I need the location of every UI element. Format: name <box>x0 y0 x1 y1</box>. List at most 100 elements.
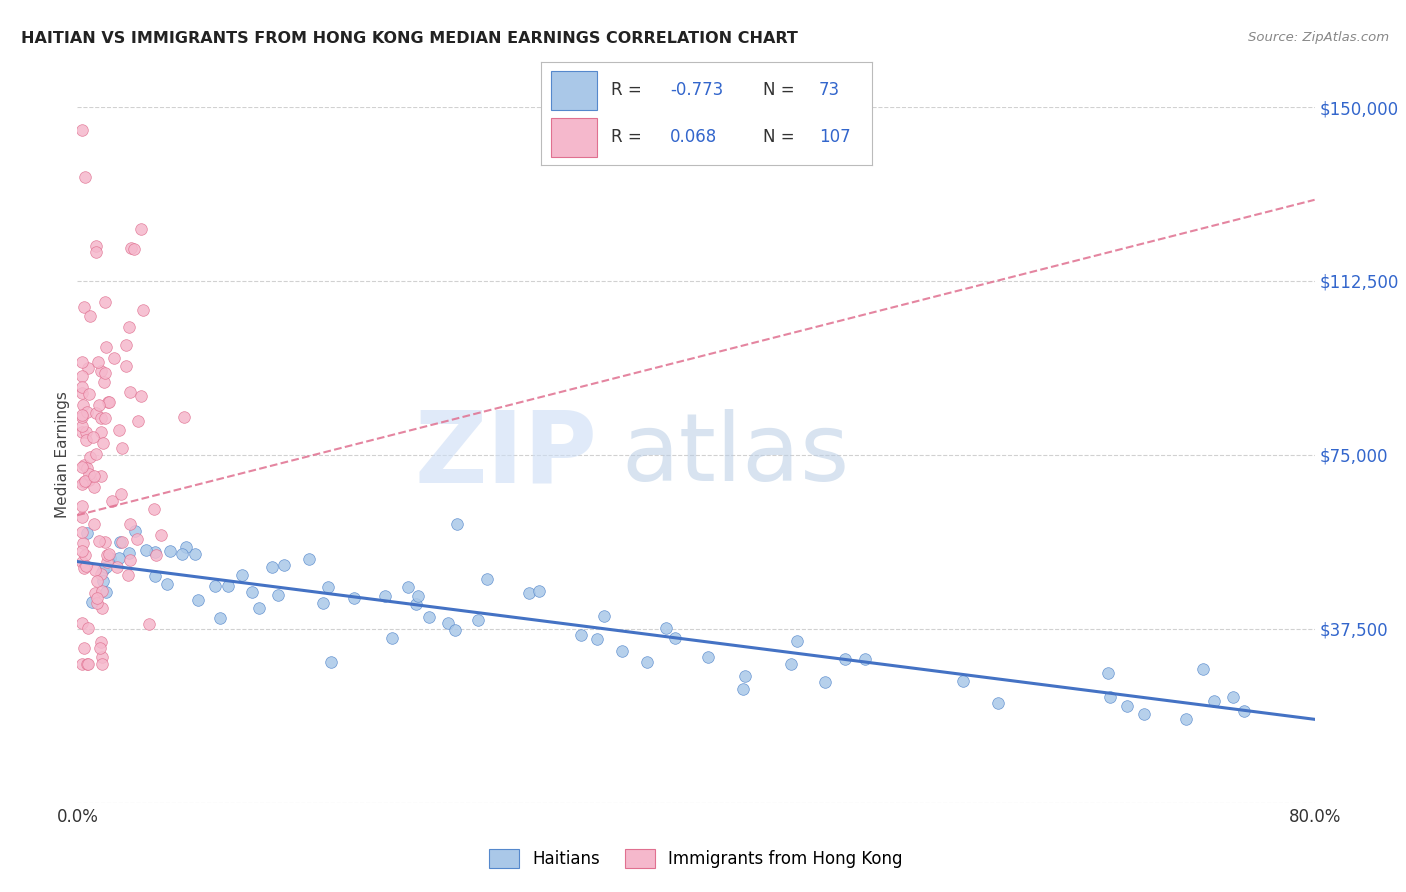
Point <box>316 580 339 594</box>
Point <box>98 551 121 566</box>
Point <box>108 551 131 566</box>
Point <box>70 510 93 524</box>
Point <box>73 474 96 488</box>
Point <box>731 682 754 697</box>
Point <box>138 617 160 632</box>
Point <box>124 524 146 538</box>
Point <box>105 560 128 574</box>
Point <box>80 595 103 609</box>
Point <box>83 468 105 483</box>
Point <box>84 239 107 253</box>
Point <box>75 433 97 447</box>
Point <box>170 547 193 561</box>
Point <box>853 652 876 666</box>
Point <box>93 366 115 380</box>
Point <box>77 387 100 401</box>
Point <box>72 536 94 550</box>
Point <box>75 169 96 184</box>
Point <box>96 340 118 354</box>
Point <box>111 535 134 549</box>
Point <box>467 613 489 627</box>
Point <box>814 675 837 690</box>
Point <box>72 561 94 575</box>
Point <box>108 423 131 437</box>
Point <box>664 631 686 645</box>
Point <box>217 579 239 593</box>
Point <box>75 548 97 562</box>
Point <box>143 545 166 559</box>
Point <box>70 380 93 394</box>
Point <box>90 410 112 425</box>
Point <box>79 450 101 465</box>
Point <box>87 534 110 549</box>
Point <box>117 568 139 582</box>
Point <box>475 572 498 586</box>
Point <box>127 533 149 547</box>
Point <box>84 245 107 260</box>
Point <box>89 641 111 656</box>
Point <box>86 574 108 588</box>
Point <box>90 468 112 483</box>
Point <box>143 502 166 516</box>
Point <box>101 493 124 508</box>
Point <box>70 409 93 423</box>
Point <box>76 657 98 671</box>
Point <box>610 644 633 658</box>
Point <box>231 567 253 582</box>
Point <box>396 580 419 594</box>
Text: Source: ZipAtlas.com: Source: ZipAtlas.com <box>1249 31 1389 45</box>
Point <box>93 375 115 389</box>
Point <box>70 524 93 539</box>
Point <box>96 560 118 574</box>
Point <box>173 409 195 424</box>
Point <box>70 425 93 439</box>
Point <box>96 584 118 599</box>
Point <box>76 405 98 419</box>
Text: -0.773: -0.773 <box>671 81 724 99</box>
Point <box>586 632 609 646</box>
Point <box>124 243 146 257</box>
Point <box>72 398 94 412</box>
Point <box>110 487 132 501</box>
Text: R =: R = <box>610 128 647 146</box>
Point <box>118 319 141 334</box>
Point <box>174 541 197 555</box>
Text: 0.068: 0.068 <box>671 128 717 146</box>
Point <box>91 563 114 577</box>
Point <box>70 615 93 630</box>
Point <box>1175 712 1198 726</box>
Point <box>77 473 100 487</box>
Point <box>82 430 104 444</box>
Point <box>87 355 110 369</box>
Text: atlas: atlas <box>621 409 851 501</box>
Text: 73: 73 <box>818 81 839 99</box>
Point <box>70 123 93 137</box>
Point <box>569 628 592 642</box>
Legend: Haitians, Immigrants from Hong Kong: Haitians, Immigrants from Hong Kong <box>482 842 910 874</box>
Text: HAITIAN VS IMMIGRANTS FROM HONG KONG MEDIAN EARNINGS CORRELATION CHART: HAITIAN VS IMMIGRANTS FROM HONG KONG MED… <box>21 31 799 46</box>
Point <box>406 589 429 603</box>
Point <box>79 309 101 323</box>
Point <box>209 611 232 625</box>
Point <box>86 595 108 609</box>
Point <box>90 567 112 582</box>
Point <box>75 425 97 439</box>
Point <box>84 447 107 461</box>
Point <box>446 516 468 531</box>
Point <box>262 560 284 574</box>
Point <box>298 551 321 566</box>
Point <box>72 459 94 474</box>
Point <box>120 242 142 256</box>
Point <box>1233 704 1256 718</box>
Point <box>91 657 114 671</box>
Point <box>343 591 366 606</box>
Point <box>73 300 96 314</box>
Point <box>120 517 142 532</box>
Point <box>73 641 96 656</box>
Point <box>91 574 114 588</box>
Point <box>129 389 152 403</box>
Point <box>267 588 290 602</box>
Point <box>90 425 112 439</box>
Text: N =: N = <box>762 81 800 99</box>
Point <box>110 535 132 549</box>
